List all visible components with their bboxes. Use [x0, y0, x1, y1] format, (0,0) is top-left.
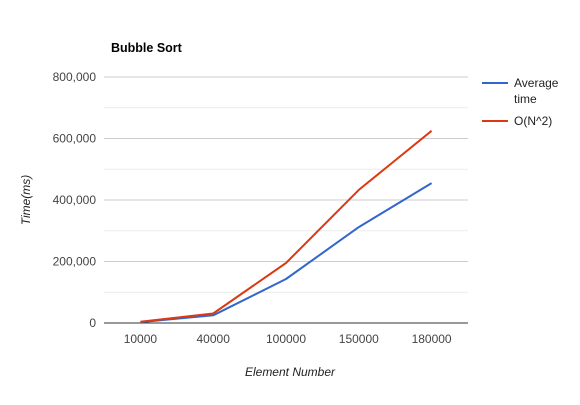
series-layer — [140, 131, 431, 322]
legend-label: time — [514, 92, 537, 106]
y-tick-label: 800,000 — [53, 70, 97, 84]
x-tick-label: 150000 — [339, 332, 379, 346]
x-tick-label: 40000 — [197, 332, 231, 346]
grid-layer — [104, 77, 468, 323]
legend-item-2: O(N^2) — [482, 114, 552, 128]
x-axis-title: Element Number — [245, 365, 336, 379]
x-tick-labels: 10000 40000 100000 150000 180000 — [124, 332, 452, 346]
x-tick-label: 180000 — [412, 332, 452, 346]
legend-label: Average — [514, 76, 559, 90]
y-axis-title: Time(ms) — [19, 175, 33, 226]
x-tick-label: 10000 — [124, 332, 158, 346]
series-line-2 — [140, 131, 431, 322]
y-tick-label: 400,000 — [53, 193, 97, 207]
y-tick-label: 200,000 — [53, 255, 97, 269]
legend: Average time O(N^2) — [482, 76, 559, 128]
y-tick-labels: 0 200,000 400,000 600,000 800,000 — [53, 70, 97, 330]
y-tick-label: 0 — [89, 316, 96, 330]
x-tick-label: 100000 — [266, 332, 306, 346]
legend-label: O(N^2) — [514, 114, 552, 128]
y-tick-label: 600,000 — [53, 132, 97, 146]
legend-item-1: Average time — [482, 76, 559, 106]
series-line-1 — [140, 183, 431, 322]
chart-title: Bubble Sort — [111, 41, 183, 55]
